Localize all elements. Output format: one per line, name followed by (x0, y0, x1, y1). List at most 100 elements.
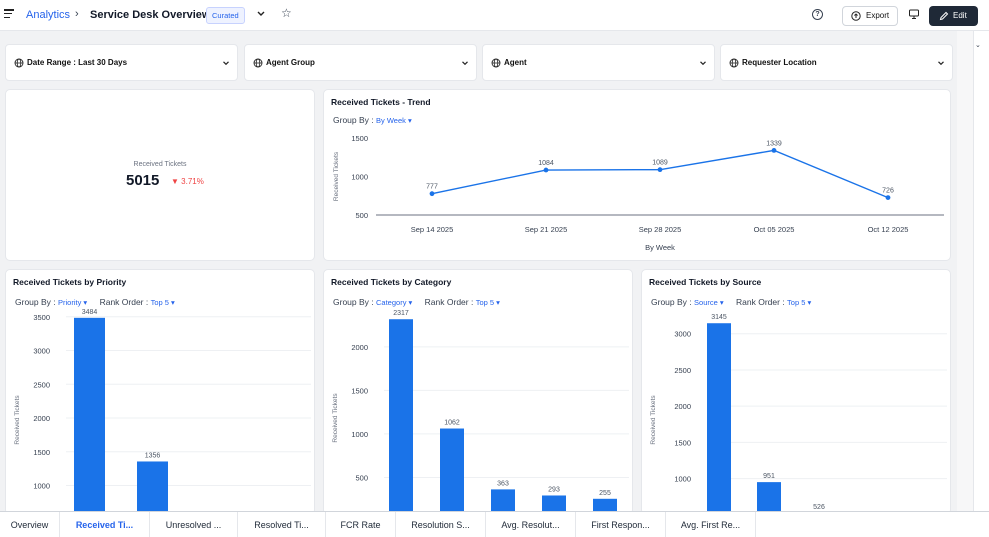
help-icon[interactable]: ? (812, 9, 823, 20)
y-tick-label: 2000 (674, 402, 691, 411)
filter-agent-group[interactable]: Agent Group (244, 44, 477, 81)
bar (757, 482, 781, 514)
chevron-down-icon[interactable]: ⌄ (975, 42, 981, 49)
data-label: 255 (599, 490, 611, 497)
source-card: Received Tickets by Source Group By : So… (641, 269, 951, 515)
data-label: 3145 (711, 314, 727, 321)
data-label: 363 (497, 480, 509, 487)
filter-label: Agent (504, 58, 527, 67)
priority-chart: 50010001500200025003000350034841356170Re… (14, 309, 311, 514)
bar (389, 319, 413, 514)
filter-agent[interactable]: Agent (482, 44, 715, 81)
y-axis-label: Received Tickets (650, 395, 657, 445)
x-tick-label: Oct 05 2025 (754, 225, 795, 234)
globe-icon (729, 58, 739, 68)
data-label: 2317 (393, 310, 409, 317)
trend-card: Received Tickets - Trend Group By : By W… (323, 89, 951, 261)
tab-first-response[interactable]: First Respon... (576, 512, 666, 537)
tab-resolved-tickets[interactable]: Resolved Ti... (238, 512, 326, 537)
bottom-tab-bar: Overview Received Ti... Unresolved ... R… (0, 511, 989, 537)
data-label: 526 (813, 504, 825, 511)
series-line (431, 149, 889, 199)
right-side-panel[interactable]: ⌄ (973, 31, 989, 511)
tab-overview[interactable]: Overview (0, 512, 60, 537)
card-title: Received Tickets - Trend (331, 97, 431, 107)
tab-fcr-rate[interactable]: FCR Rate (326, 512, 396, 537)
data-label: 1089 (652, 160, 668, 167)
data-label: 1062 (444, 420, 460, 427)
tab-resolution-sla[interactable]: Resolution S... (396, 512, 486, 537)
y-tick-label: 3000 (674, 330, 691, 339)
y-tick-label: 1500 (674, 438, 691, 447)
pencil-icon (939, 11, 949, 21)
top-bar: Analytics › Service Desk Overview Curate… (0, 0, 989, 31)
bar (491, 489, 515, 514)
breadcrumb-separator: › (75, 8, 79, 20)
chart-controls: Group By : Category ▾ Rank Order : Top 5… (333, 297, 500, 307)
y-tick-label: 1000 (674, 475, 691, 484)
edit-label: Edit (953, 11, 967, 20)
globe-icon (253, 58, 263, 68)
filter-date-range[interactable]: Date Range : Last 30 Days (5, 44, 238, 81)
page-title: Service Desk Overview (90, 9, 211, 21)
kpi-value: 5015 (126, 172, 160, 189)
y-tick-label: 1500 (351, 134, 368, 143)
y-tick-label: 2000 (33, 414, 50, 423)
group-by-control[interactable]: Group By : By Week ▾ (333, 115, 412, 125)
rank-order-value[interactable]: Top 5 ▾ (475, 298, 500, 307)
rank-order-label: Rank Order : (99, 297, 149, 307)
data-label: 777 (426, 184, 438, 191)
bar (440, 428, 464, 514)
trend-chart: 500 1000 1500 777 Sep 14 2025 1084 Sep 21 2025… (333, 134, 944, 252)
data-point (657, 167, 663, 173)
bar (74, 317, 105, 514)
data-point (543, 167, 549, 173)
star-icon[interactable]: ☆ (281, 6, 292, 20)
data-label: 951 (763, 473, 775, 480)
chart-controls: Group By : Priority ▾ Rank Order : Top 5… (15, 297, 175, 307)
tab-unresolved[interactable]: Unresolved ... (150, 512, 238, 537)
bar (542, 495, 566, 514)
priority-card: Received Tickets by Priority Group By : … (5, 269, 315, 515)
present-icon[interactable] (908, 8, 920, 20)
filter-requester-location[interactable]: Requester Location (720, 44, 953, 81)
data-point (771, 147, 777, 153)
export-icon (851, 11, 861, 21)
group-by-value[interactable]: By Week ▾ (376, 116, 412, 125)
menu-icon[interactable] (4, 9, 14, 19)
chevron-down-icon[interactable] (255, 7, 267, 21)
globe-icon (14, 58, 24, 68)
vertical-scrollbar[interactable] (957, 31, 973, 511)
group-by-value[interactable]: Category ▾ (376, 298, 413, 307)
data-point (429, 191, 435, 197)
chart-controls: Group By : Source ▾ Rank Order : Top 5 ▾ (651, 297, 811, 307)
curated-badge: Curated (206, 7, 245, 24)
y-tick-label: 1000 (351, 173, 368, 182)
edit-button[interactable]: Edit (929, 6, 978, 26)
chevron-down-icon (938, 61, 944, 66)
filter-label: Date Range : Last 30 Days (27, 58, 128, 67)
y-tick-label: 2000 (351, 343, 368, 352)
group-by-value[interactable]: Priority ▾ (58, 298, 88, 307)
y-tick-label: 1500 (351, 386, 368, 395)
rank-order-value[interactable]: Top 5 ▾ (150, 298, 175, 307)
chevron-down-icon (223, 61, 229, 66)
y-axis-label: Received Tickets (333, 151, 340, 201)
x-tick-label: Sep 14 2025 (411, 225, 454, 234)
y-tick-label: 3500 (33, 313, 50, 322)
export-button[interactable]: Export (842, 6, 898, 26)
tab-avg-resolution[interactable]: Avg. Resolut... (486, 512, 576, 537)
x-tick-label: Sep 28 2025 (639, 225, 682, 234)
tab-avg-first-response[interactable]: Avg. First Re... (666, 512, 756, 537)
group-by-value[interactable]: Source ▾ (694, 298, 724, 307)
tab-received-tickets[interactable]: Received Ti... (60, 512, 150, 537)
breadcrumb-analytics[interactable]: Analytics (26, 9, 71, 21)
rank-order-value[interactable]: Top 5 ▾ (787, 298, 812, 307)
kpi-label: Received Tickets (133, 161, 187, 168)
card-title: Received Tickets by Category (331, 277, 452, 287)
y-tick-label: 3000 (33, 347, 50, 356)
group-by-label: Group By : (15, 297, 56, 307)
chevron-down-icon (700, 61, 706, 66)
bar (707, 323, 731, 514)
data-point (885, 195, 891, 200)
